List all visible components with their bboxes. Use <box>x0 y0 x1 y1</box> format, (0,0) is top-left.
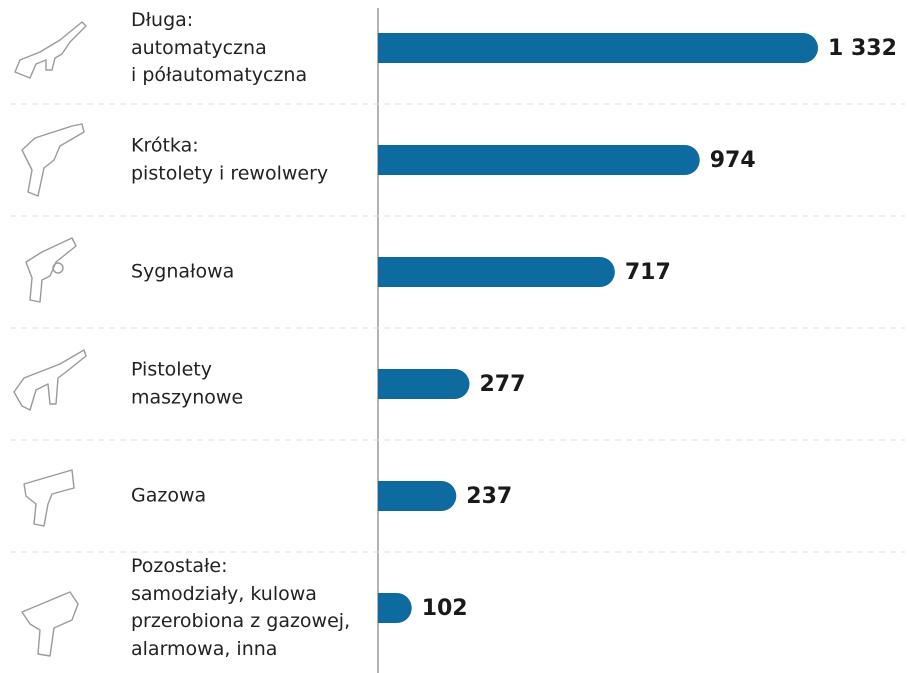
value-label: 717 <box>625 260 671 285</box>
flare-icon-drum <box>52 262 64 274</box>
category-label: Krótka: pistolety i rewolwery <box>131 134 329 185</box>
value-label: 237 <box>466 484 512 509</box>
bar <box>378 257 615 287</box>
category-label: Pozostałe: samodziały, kulowa przerobion… <box>131 555 351 660</box>
revolver-icon <box>21 123 85 197</box>
bar <box>378 593 412 623</box>
icons <box>13 21 87 657</box>
pistol-icon <box>23 469 75 527</box>
value-label: 1 332 <box>828 36 897 61</box>
bar <box>378 481 457 511</box>
value-label: 974 <box>710 148 756 173</box>
value-label: 277 <box>480 372 526 397</box>
other-icon <box>21 591 79 657</box>
bar <box>378 145 700 175</box>
value-label: 102 <box>422 596 468 621</box>
category-label: Sygnałowa <box>131 260 235 283</box>
bar <box>378 33 818 63</box>
bar <box>378 369 470 399</box>
category-label: Pistolety maszynowe <box>131 358 244 409</box>
rifle-icon <box>14 21 87 79</box>
category-label: Długa: automatyczna i półautomatyczna <box>131 8 308 86</box>
smg-icon <box>13 349 87 411</box>
category-label: Gazowa <box>131 484 207 507</box>
flare-icon <box>25 237 77 303</box>
